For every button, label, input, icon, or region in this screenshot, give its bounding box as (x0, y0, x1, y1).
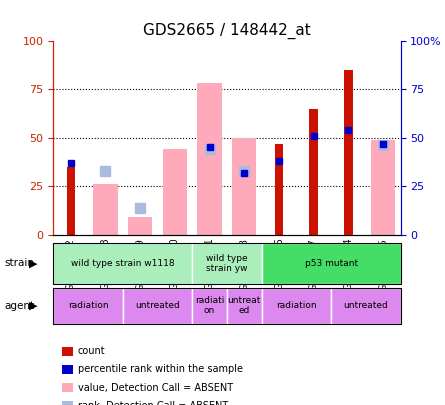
Bar (344, 70, 353, 235)
Bar (163, 149, 187, 235)
Text: wild type
strain yw: wild type strain yw (206, 254, 248, 273)
Text: untreated: untreated (344, 301, 388, 310)
Bar (198, 83, 222, 235)
Text: p53 mutant: p53 mutant (304, 259, 358, 268)
Bar (66, 167, 75, 235)
Bar (371, 140, 395, 235)
Text: strain: strain (4, 258, 34, 268)
Text: count: count (78, 346, 105, 356)
Text: ▶: ▶ (29, 301, 37, 311)
Bar (93, 184, 117, 235)
Bar (128, 217, 152, 235)
Text: radiation: radiation (276, 301, 317, 310)
Text: ▶: ▶ (29, 258, 37, 268)
Text: value, Detection Call = ABSENT: value, Detection Call = ABSENT (78, 383, 233, 392)
Text: radiation: radiation (68, 301, 109, 310)
Text: agent: agent (4, 301, 35, 311)
Text: percentile rank within the sample: percentile rank within the sample (78, 364, 243, 374)
Text: rank, Detection Call = ABSENT: rank, Detection Call = ABSENT (78, 401, 228, 405)
Title: GDS2665 / 148442_at: GDS2665 / 148442_at (143, 23, 311, 39)
Bar (275, 143, 283, 235)
Text: untreated: untreated (135, 301, 180, 310)
Text: wild type strain w1118: wild type strain w1118 (71, 259, 174, 268)
Text: untreat
ed: untreat ed (227, 296, 261, 315)
Bar (232, 138, 256, 235)
Bar (309, 109, 318, 235)
Text: radiati
on: radiati on (195, 296, 224, 315)
